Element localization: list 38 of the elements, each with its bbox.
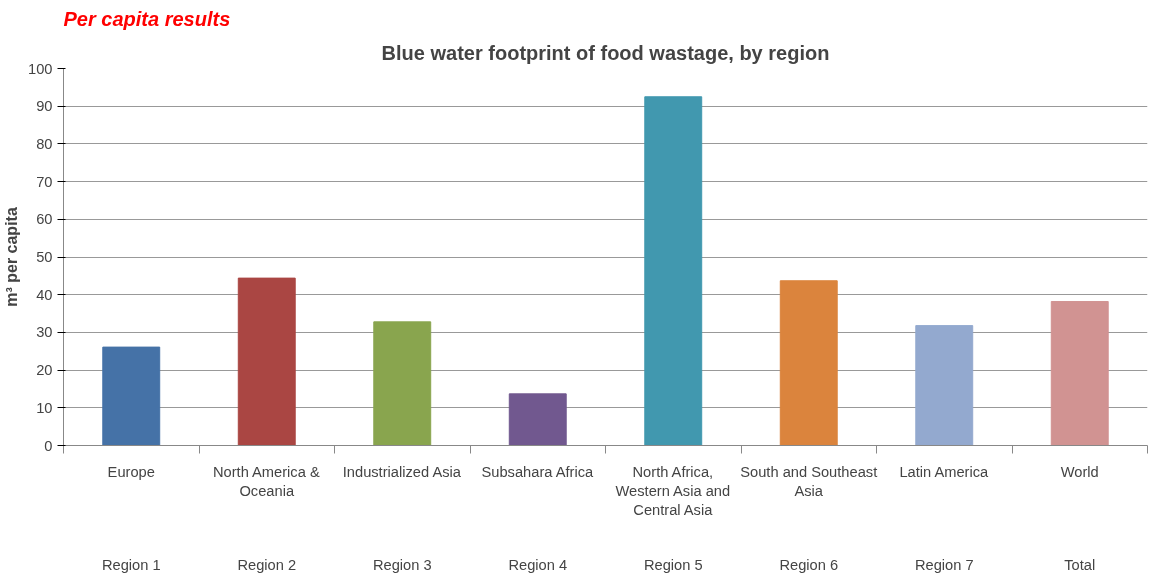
x-tick-label: Latin America — [899, 463, 990, 480]
y-tick-label: 100 — [28, 60, 53, 77]
text: Region 1 — [101, 556, 161, 573]
bar — [1050, 300, 1109, 446]
x-tick-label: Industrialized Asia — [342, 463, 462, 480]
x-tick-label: Europe — [107, 463, 155, 480]
y-tick-label: 50 — [36, 249, 53, 265]
y-tick-label: 70 — [36, 173, 53, 190]
x-tick-label: World — [1060, 463, 1099, 480]
x-tick-label: North America & Oceania — [212, 463, 320, 499]
y-tick-label: 40 — [36, 286, 53, 303]
text: Region 6 — [779, 556, 839, 573]
text: Region 5 — [643, 556, 703, 573]
y-tick-label: 10 — [36, 399, 53, 416]
bar — [373, 321, 432, 446]
x-tick-label: North Africa, Western Asia and Central Asia — [615, 463, 731, 518]
text: Region 3 — [372, 556, 432, 573]
text: Region 7 — [914, 556, 974, 573]
chart-title: Blue water footprint of food wastage, by region — [381, 41, 830, 64]
y-tick-label: 0 — [44, 437, 53, 454]
x-tick-label: Subsahara Africa — [481, 463, 594, 480]
bar — [102, 346, 161, 446]
x-tick-label: South and Southeast Asia — [740, 463, 878, 499]
y-tick-label: 30 — [36, 324, 53, 341]
y-tick-label: 60 — [36, 211, 53, 228]
bar — [779, 280, 838, 446]
y-tick-label: 90 — [36, 98, 53, 115]
bar — [237, 277, 296, 446]
bar — [915, 325, 974, 446]
chart-subtitle: Per capita results — [63, 7, 231, 30]
bar — [508, 393, 567, 446]
text: Region 4 — [508, 556, 568, 573]
text: Region 2 — [237, 556, 297, 573]
y-axis-title: m³ per capita — [3, 207, 21, 307]
text: Total — [1064, 556, 1096, 573]
y-tick-label: 80 — [36, 135, 53, 152]
y-tick-label: 20 — [36, 362, 53, 379]
bar — [644, 96, 703, 446]
